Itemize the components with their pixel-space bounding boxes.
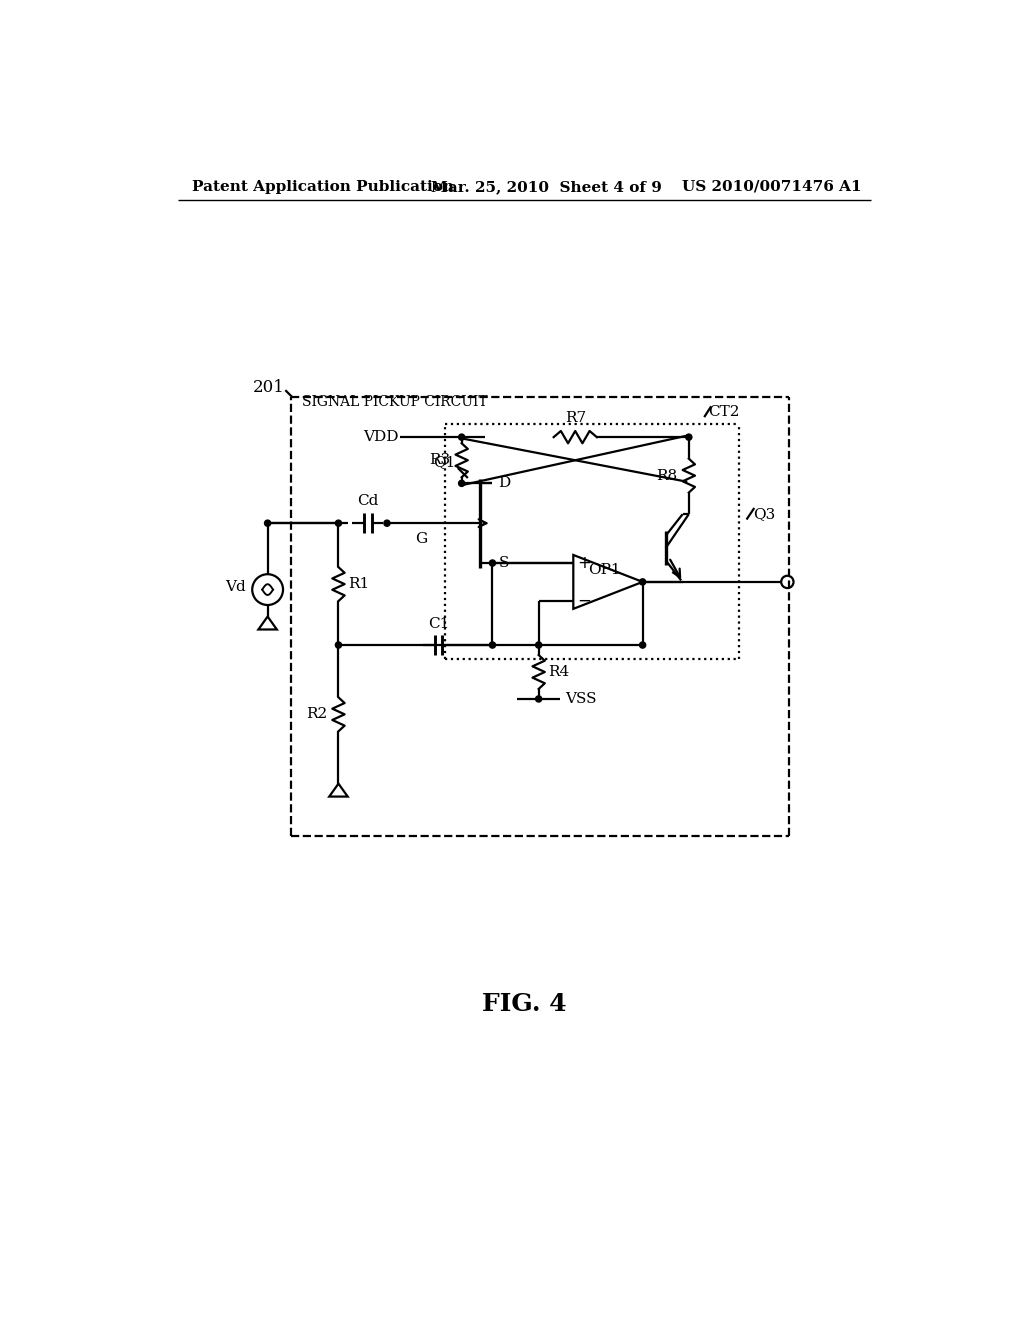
- Circle shape: [489, 642, 496, 648]
- Text: Q1: Q1: [433, 455, 456, 470]
- Circle shape: [686, 434, 692, 441]
- Text: S: S: [499, 556, 509, 570]
- Text: R3: R3: [429, 453, 451, 467]
- Circle shape: [536, 642, 542, 648]
- Text: G: G: [415, 532, 427, 546]
- Text: Patent Application Publication: Patent Application Publication: [193, 180, 455, 194]
- Circle shape: [336, 642, 342, 648]
- Circle shape: [536, 696, 542, 702]
- Text: FIG. 4: FIG. 4: [482, 991, 567, 1016]
- Text: Cd: Cd: [357, 494, 379, 508]
- Text: US 2010/0071476 A1: US 2010/0071476 A1: [682, 180, 862, 194]
- Text: D: D: [499, 477, 511, 490]
- Text: 201: 201: [253, 379, 285, 396]
- Circle shape: [459, 480, 465, 487]
- Text: SIGNAL PICKUP CIRCUIT: SIGNAL PICKUP CIRCUIT: [301, 396, 487, 409]
- Circle shape: [336, 520, 342, 527]
- Text: R2: R2: [305, 708, 327, 721]
- Text: C1: C1: [428, 618, 450, 631]
- Text: +: +: [578, 554, 591, 572]
- Text: Vd: Vd: [225, 581, 246, 594]
- Text: R4: R4: [548, 665, 569, 678]
- Circle shape: [264, 520, 270, 527]
- Text: Q3: Q3: [753, 507, 775, 521]
- Text: VDD: VDD: [364, 430, 398, 444]
- Text: CT2: CT2: [708, 405, 739, 420]
- Circle shape: [640, 578, 646, 585]
- Text: VSS: VSS: [565, 692, 597, 706]
- Text: R8: R8: [656, 469, 677, 483]
- Text: R7: R7: [564, 411, 586, 425]
- Circle shape: [384, 520, 390, 527]
- Circle shape: [640, 642, 646, 648]
- Text: −: −: [578, 591, 591, 610]
- Circle shape: [489, 560, 496, 566]
- Text: OP1: OP1: [588, 562, 621, 577]
- Text: R1: R1: [348, 577, 369, 591]
- Circle shape: [459, 434, 465, 441]
- Text: Mar. 25, 2010  Sheet 4 of 9: Mar. 25, 2010 Sheet 4 of 9: [431, 180, 662, 194]
